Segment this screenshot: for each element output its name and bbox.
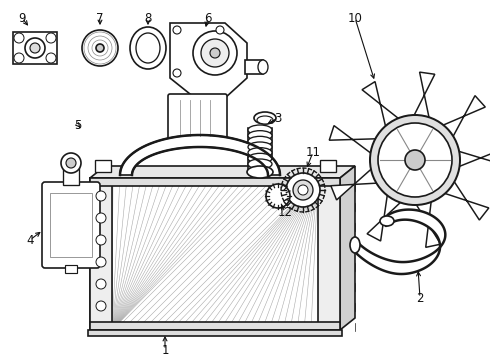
Bar (112, 178, 318, 330)
Text: 12: 12 (277, 206, 293, 219)
PathPatch shape (120, 135, 280, 175)
Polygon shape (367, 183, 409, 241)
Circle shape (293, 180, 313, 200)
Ellipse shape (248, 136, 272, 146)
Bar (88, 330, 342, 336)
Circle shape (96, 257, 106, 267)
Ellipse shape (248, 159, 272, 169)
Circle shape (14, 33, 24, 43)
Polygon shape (362, 82, 408, 138)
Circle shape (266, 184, 290, 208)
Bar (63, 167, 79, 185)
Bar (90, 178, 340, 186)
Polygon shape (448, 148, 490, 171)
Circle shape (96, 44, 104, 52)
Text: 9: 9 (18, 12, 26, 24)
Circle shape (61, 153, 81, 173)
Bar (320, 160, 336, 172)
Polygon shape (170, 23, 247, 98)
Text: 1: 1 (161, 343, 169, 356)
Bar (65, 265, 77, 273)
Ellipse shape (350, 237, 360, 253)
Ellipse shape (380, 216, 394, 226)
Circle shape (210, 48, 220, 58)
Polygon shape (434, 172, 489, 220)
Bar (50, 193, 92, 257)
Polygon shape (355, 210, 445, 274)
Text: 5: 5 (74, 118, 82, 131)
Circle shape (286, 173, 320, 207)
Bar (90, 178, 340, 330)
Circle shape (46, 33, 56, 43)
Polygon shape (433, 96, 485, 147)
Polygon shape (90, 166, 355, 178)
Text: 6: 6 (204, 12, 212, 24)
Circle shape (96, 279, 106, 289)
Ellipse shape (258, 60, 268, 74)
FancyBboxPatch shape (42, 182, 100, 268)
Ellipse shape (248, 142, 272, 152)
Bar (245, 60, 263, 74)
Bar (95, 160, 111, 172)
Text: 8: 8 (145, 12, 152, 24)
Circle shape (173, 69, 181, 77)
Ellipse shape (248, 153, 272, 163)
Circle shape (66, 158, 76, 168)
Ellipse shape (257, 116, 273, 124)
Text: 4: 4 (26, 234, 34, 247)
Circle shape (201, 39, 229, 67)
Circle shape (370, 115, 460, 205)
Circle shape (193, 31, 237, 75)
FancyBboxPatch shape (168, 94, 227, 143)
Bar (318, 178, 340, 330)
Circle shape (82, 30, 118, 66)
Circle shape (46, 53, 56, 63)
Circle shape (96, 213, 106, 223)
Bar (90, 322, 340, 330)
Circle shape (25, 38, 45, 58)
Ellipse shape (248, 131, 272, 141)
Text: 11: 11 (305, 145, 320, 158)
Bar (90, 178, 112, 330)
Ellipse shape (247, 166, 273, 178)
Ellipse shape (248, 148, 272, 158)
Circle shape (96, 191, 106, 201)
Ellipse shape (248, 125, 272, 135)
Ellipse shape (136, 33, 160, 63)
Circle shape (30, 43, 40, 53)
Polygon shape (13, 32, 57, 64)
Circle shape (14, 53, 24, 63)
Text: 2: 2 (416, 292, 424, 305)
Circle shape (298, 185, 308, 195)
Polygon shape (329, 126, 388, 160)
Circle shape (216, 26, 224, 34)
Text: 7: 7 (96, 12, 104, 24)
Text: 10: 10 (347, 12, 363, 24)
Circle shape (378, 123, 452, 197)
Polygon shape (410, 190, 441, 247)
Polygon shape (340, 166, 355, 330)
Circle shape (405, 150, 425, 170)
Polygon shape (409, 72, 435, 129)
Circle shape (96, 301, 106, 311)
Polygon shape (331, 161, 388, 200)
Circle shape (173, 26, 181, 34)
Circle shape (96, 235, 106, 245)
Text: 3: 3 (274, 112, 282, 125)
Ellipse shape (254, 112, 276, 124)
Ellipse shape (130, 27, 166, 69)
